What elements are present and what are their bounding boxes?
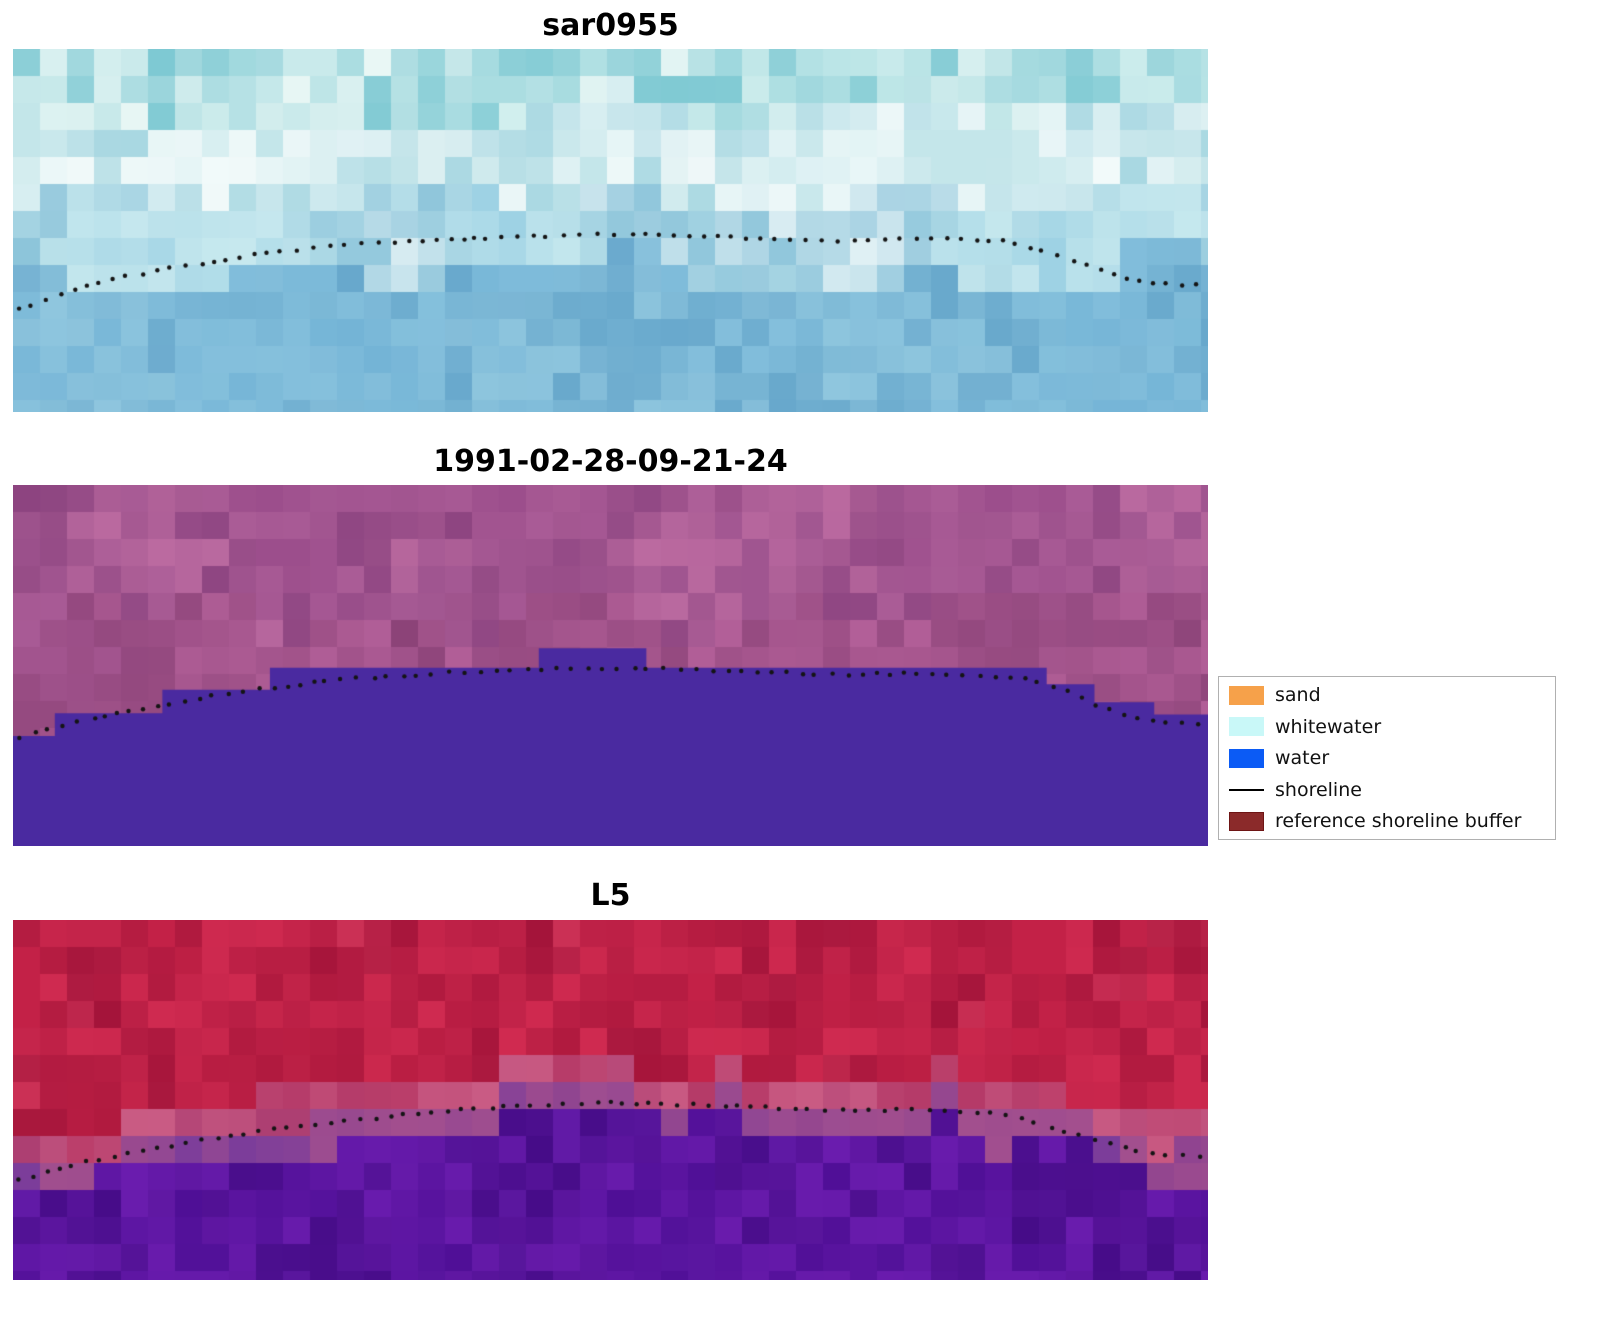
panel-title-l5: L5 <box>590 878 631 913</box>
panel-image-classified <box>13 485 1208 846</box>
reference-buffer-swatch <box>1229 811 1264 831</box>
panel-title-sar0955: sar0955 <box>542 8 679 43</box>
legend-label-sand: sand <box>1275 684 1321 706</box>
legend-item-water: water <box>1229 747 1545 769</box>
legend-item-reference-buffer: reference shoreline buffer <box>1229 810 1545 832</box>
sand-swatch <box>1229 685 1264 705</box>
shoreline-line-swatch <box>1229 788 1264 791</box>
legend-item-shoreline: shoreline <box>1229 779 1545 801</box>
panel-image-l5 <box>13 920 1208 1280</box>
legend-label-shoreline: shoreline <box>1275 778 1362 801</box>
legend-label-water: water <box>1275 747 1330 769</box>
water-swatch <box>1229 748 1264 768</box>
panel-image-sar0955 <box>13 49 1208 412</box>
legend-label-reference-buffer: reference shoreline buffer <box>1275 810 1522 832</box>
legend: sand whitewater water shoreline referenc… <box>1218 676 1556 840</box>
legend-item-sand: sand <box>1229 684 1545 706</box>
legend-item-whitewater: whitewater <box>1229 716 1545 738</box>
legend-label-whitewater: whitewater <box>1275 715 1382 738</box>
whitewater-swatch <box>1229 717 1264 736</box>
panel-title-date: 1991-02-28-09-21-24 <box>433 444 788 479</box>
